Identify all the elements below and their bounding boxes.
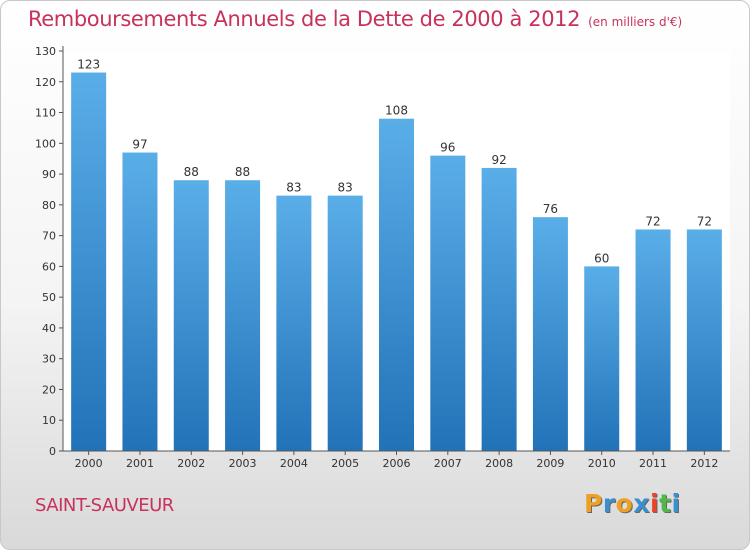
x-tick-label-2007: 2007 [434,457,462,470]
town-name: SAINT-SAUVEUR [35,495,174,516]
bar-2011 [635,229,671,451]
y-tick-label: 70 [42,230,56,243]
y-tick-label: 30 [42,353,56,366]
brand-letter: x [633,489,650,518]
y-tick-label: 10 [42,414,56,427]
x-tick-label-2008: 2008 [485,457,513,470]
y-tick-label: 80 [42,199,56,212]
bar-2004 [276,195,312,451]
bar-2002 [173,180,209,451]
chart-title-text: Remboursements Annuels de la Dette de 20… [28,7,581,31]
bar-2008 [481,167,517,451]
y-tick-label: 20 [42,383,56,396]
x-tick-label-2010: 2010 [588,457,616,470]
bar-2006 [379,118,414,451]
bar-2010 [584,266,620,451]
chart-unit-label: (en milliers d'€) [588,15,683,29]
data-label-2011: 72 [645,214,660,228]
bar-2005 [327,195,363,451]
data-label-2006: 108 [385,104,408,118]
y-tick-label: 120 [35,76,56,89]
y-tick-label: 40 [42,322,56,335]
y-tick-label: 100 [35,137,56,150]
y-tick-label: 0 [49,445,56,458]
bar-2001 [122,152,158,452]
x-tick-label-2002: 2002 [177,457,205,470]
data-label-2002: 88 [184,165,199,179]
data-label-2004: 83 [286,181,301,195]
data-label-2001: 97 [132,138,147,152]
x-tick-label-2003: 2003 [229,457,257,470]
data-label-2005: 83 [338,181,353,195]
proxiti-logo: Proxiti [584,489,681,518]
bar-2012 [686,229,722,451]
brand-letter: t [659,489,672,518]
bar-2003 [225,180,261,451]
data-label-2010: 60 [594,251,609,265]
x-tick-label-2012: 2012 [690,457,718,470]
bar-2009 [532,217,568,451]
data-label-2003: 88 [235,165,250,179]
data-label-2012: 72 [697,214,712,228]
data-label-2008: 92 [491,153,506,167]
x-tick-label-2005: 2005 [331,457,359,470]
bar-2007 [430,155,466,451]
brand-letter: i [671,489,681,518]
y-tick-label: 50 [42,291,56,304]
bar-2000 [71,72,107,452]
x-tick-label-2004: 2004 [280,457,308,470]
chart-title: Remboursements Annuels de la Dette de 20… [28,7,682,31]
data-label-2007: 96 [440,141,455,155]
x-tick-label-2001: 2001 [126,457,154,470]
data-label-2000: 123 [77,58,100,72]
brand-letter: o [615,489,634,518]
brand-letter: P [584,489,603,518]
x-tick-label-2011: 2011 [639,457,667,470]
x-tick-label-2009: 2009 [536,457,564,470]
brand-letter: i [650,489,660,518]
y-tick-label: 110 [35,107,56,120]
x-tick-label-2000: 2000 [75,457,103,470]
data-label-2009: 76 [543,202,558,216]
y-tick-label: 60 [42,260,56,273]
y-tick-label: 90 [42,168,56,181]
brand-letter: r [602,489,616,518]
x-tick-label-2006: 2006 [383,457,411,470]
y-tick-label: 130 [35,45,56,58]
